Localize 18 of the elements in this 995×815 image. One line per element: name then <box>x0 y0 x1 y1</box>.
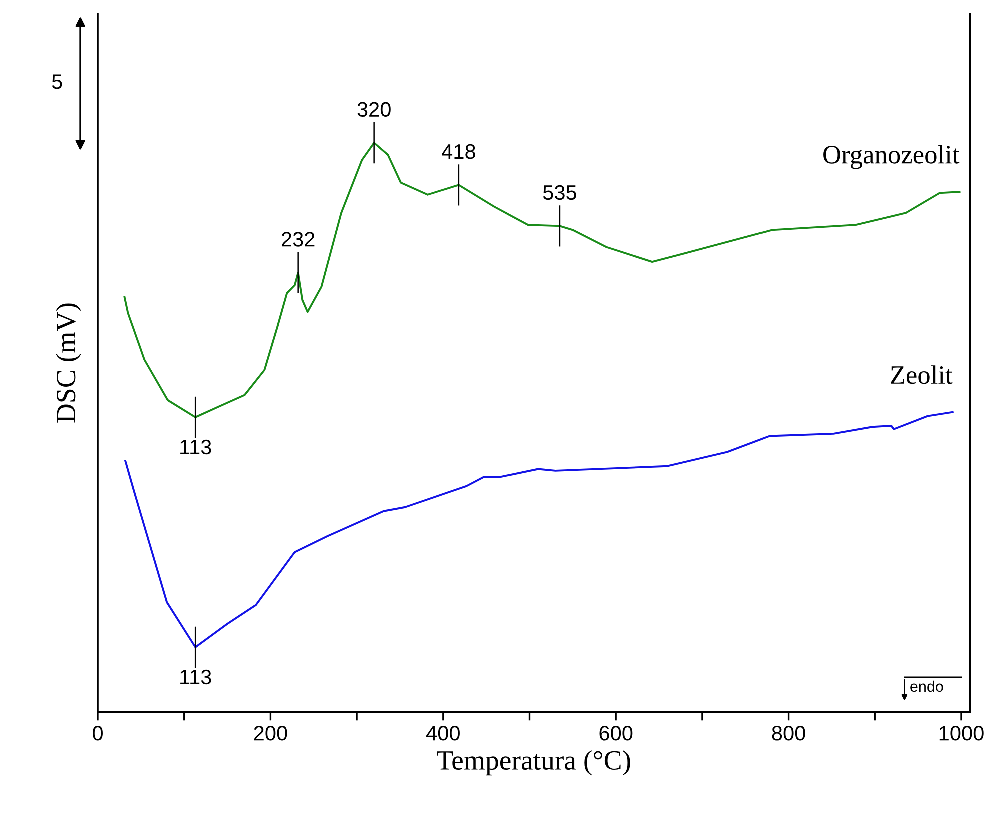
annotation: endo <box>910 680 944 692</box>
x-tick-label: 600 <box>600 726 633 741</box>
annotation: 418 <box>442 144 476 160</box>
x-tick-label: 200 <box>254 726 288 741</box>
annotation: 320 <box>358 102 391 118</box>
text: 5 <box>52 74 62 90</box>
annotation: 113 <box>180 670 212 685</box>
x-tick-label: 0 <box>93 726 103 741</box>
annotation: 535 <box>543 185 576 200</box>
annotation: 113 <box>180 440 212 455</box>
y-axis-title: DSC (mV) <box>56 304 82 423</box>
x-tick-label: 400 <box>426 726 460 741</box>
series-label: Zeolit <box>891 366 953 384</box>
x-tick-label: 1000 <box>940 726 984 741</box>
series-label: Organozeolit <box>824 145 960 170</box>
annotation: 232 <box>282 232 315 247</box>
x-tick-label: 800 <box>772 726 806 741</box>
x-axis-title: Temperatura (°C) <box>437 750 630 776</box>
